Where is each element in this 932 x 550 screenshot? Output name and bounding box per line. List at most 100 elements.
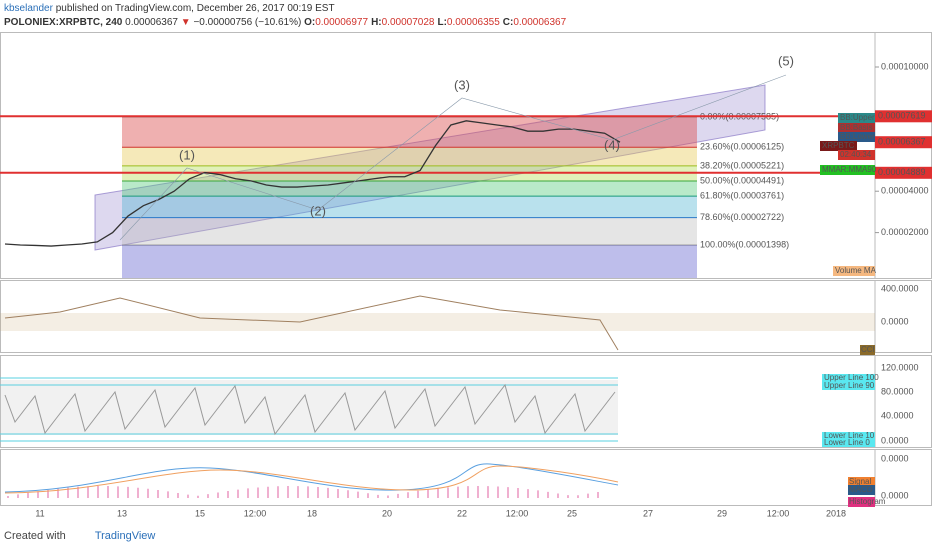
macd-badge xyxy=(848,497,875,507)
badge-label: BB:Lower xyxy=(840,132,875,141)
user[interactable]: kbselander xyxy=(4,3,53,14)
line-label: Upper Line 90 xyxy=(824,381,875,390)
price-line xyxy=(4,120,621,247)
stoch-tick: 40.0000 xyxy=(881,410,914,420)
macd-badge xyxy=(848,485,875,495)
cci-badge xyxy=(860,345,875,355)
badge-label: 02:40:34 xyxy=(840,150,872,159)
price-box-label: 0.00007619 xyxy=(878,111,926,121)
stoch-tick: 80.0000 xyxy=(881,386,914,396)
line-label: Lower Line 10 xyxy=(824,431,875,440)
stoch-line xyxy=(4,383,616,436)
wave-label: (1) xyxy=(179,147,195,162)
wave-path xyxy=(119,74,787,241)
change: −0.00000756 (−10.61%) xyxy=(193,17,302,28)
fib-label: 38.20%(0.00005221) xyxy=(700,160,784,170)
date-label: 2018 xyxy=(826,508,846,518)
wave-label: (3) xyxy=(454,77,470,92)
last: 0.00006367 xyxy=(125,17,178,28)
date-label: 25 xyxy=(567,508,577,518)
wave-label: (4) xyxy=(604,137,620,152)
date-label: 13 xyxy=(117,508,127,518)
fib-band xyxy=(122,181,697,197)
macd-badge xyxy=(848,477,875,487)
ohlc-key: O: xyxy=(304,17,316,28)
last-label: 0.00006367 xyxy=(878,137,926,147)
badge xyxy=(820,165,875,175)
created: Created with xyxy=(4,530,66,542)
ohlc-key: H: xyxy=(371,17,382,28)
badge-label: MMAR:MMA90 xyxy=(822,165,877,174)
badge xyxy=(838,132,875,142)
macd-label: Signal xyxy=(849,477,871,486)
stoch-tick: 120.0000 xyxy=(881,362,919,372)
date-label: 12:00 xyxy=(506,508,529,518)
cci-tick: 400.0000 xyxy=(881,283,919,293)
line-badge xyxy=(822,374,875,382)
date-label: 11 xyxy=(35,508,44,518)
macd-tick: 0.0000 xyxy=(881,453,909,463)
ohlc: O:0.00006977 H:0.00007028 L:0.00006355 C:0.… xyxy=(304,17,569,28)
date-label: 29 xyxy=(717,508,727,518)
ohlc-value: 0.00006977 xyxy=(315,17,369,28)
date-label: 22 xyxy=(457,508,467,518)
date-label: 18 xyxy=(307,508,317,518)
fib-label: 100.00%(0.00001398) xyxy=(700,239,789,249)
fib-label: 50.00%(0.00004491) xyxy=(700,175,784,185)
ohlc-value: 0.00007028 xyxy=(381,17,435,28)
badge xyxy=(838,113,875,123)
footer: Created with TradingView xyxy=(4,530,155,542)
publish-line: kbselander published on TradingView.com,… xyxy=(4,3,335,14)
volume-badge xyxy=(833,266,875,276)
date-label: 27 xyxy=(643,508,653,518)
symbol: POLONIEX:XRPBTC, 240 xyxy=(4,17,123,28)
date-label: 15 xyxy=(195,508,205,518)
stoch-band xyxy=(0,380,618,435)
badge-label: BB:Basis xyxy=(840,123,872,132)
cci-tick: 0.0000 xyxy=(881,316,909,326)
cci-label: CCI xyxy=(861,345,875,354)
date-label: 12:00 xyxy=(244,508,267,518)
volume-area xyxy=(122,245,697,278)
signal-line xyxy=(4,465,619,494)
macd-label: Histogram xyxy=(849,497,886,506)
macd-line xyxy=(4,463,619,493)
date-label: 12:00 xyxy=(767,508,790,518)
volume-label: Volume MA xyxy=(835,266,877,275)
price-tick-label: 0.00004000 xyxy=(881,186,929,196)
symbol-line: POLONIEX:XRPBTC, 240 0.00006367 ▼ −0.000… xyxy=(4,17,569,28)
ohlc-key: L: xyxy=(437,17,447,28)
last-box xyxy=(875,136,932,149)
line-badge xyxy=(822,432,875,440)
macd-label: MACD xyxy=(849,485,873,494)
price-tick-label: 0.00002000 xyxy=(881,227,929,237)
line-label: Upper Line 100 xyxy=(824,373,879,382)
line-badge xyxy=(822,382,875,390)
price-box-label: 0.00004889 xyxy=(878,167,926,177)
channel xyxy=(94,84,766,251)
pane xyxy=(0,449,932,506)
ohlc-value: 0.00006367 xyxy=(513,17,567,28)
badge-label: XRPBTC xyxy=(822,141,855,150)
arrow: ▼ xyxy=(180,17,191,28)
fib-band xyxy=(122,217,697,246)
price-tick-label: 0.00010000 xyxy=(881,61,929,71)
published: published on TradingView.com, December 2… xyxy=(55,3,335,14)
wave-label: (5) xyxy=(778,53,794,68)
cci-line xyxy=(4,295,619,351)
ohlc-key: C: xyxy=(502,17,514,28)
date-label: 20 xyxy=(382,508,392,518)
line-badge xyxy=(822,439,875,447)
fib-label: 61.80%(0.00003761) xyxy=(700,191,784,201)
fib-band xyxy=(122,117,697,148)
chart: 0.00%(0.00007585)23.60%(0.00006125)38.20… xyxy=(0,32,932,518)
price-box xyxy=(875,166,932,179)
badge xyxy=(838,150,875,160)
cci-band xyxy=(0,313,875,331)
brand[interactable]: TradingView xyxy=(94,530,156,542)
stoch-tick: 0.0000 xyxy=(881,435,909,445)
macd-tick: 0.0000 xyxy=(881,490,909,500)
fib-band xyxy=(122,147,697,166)
price-box xyxy=(875,110,932,123)
